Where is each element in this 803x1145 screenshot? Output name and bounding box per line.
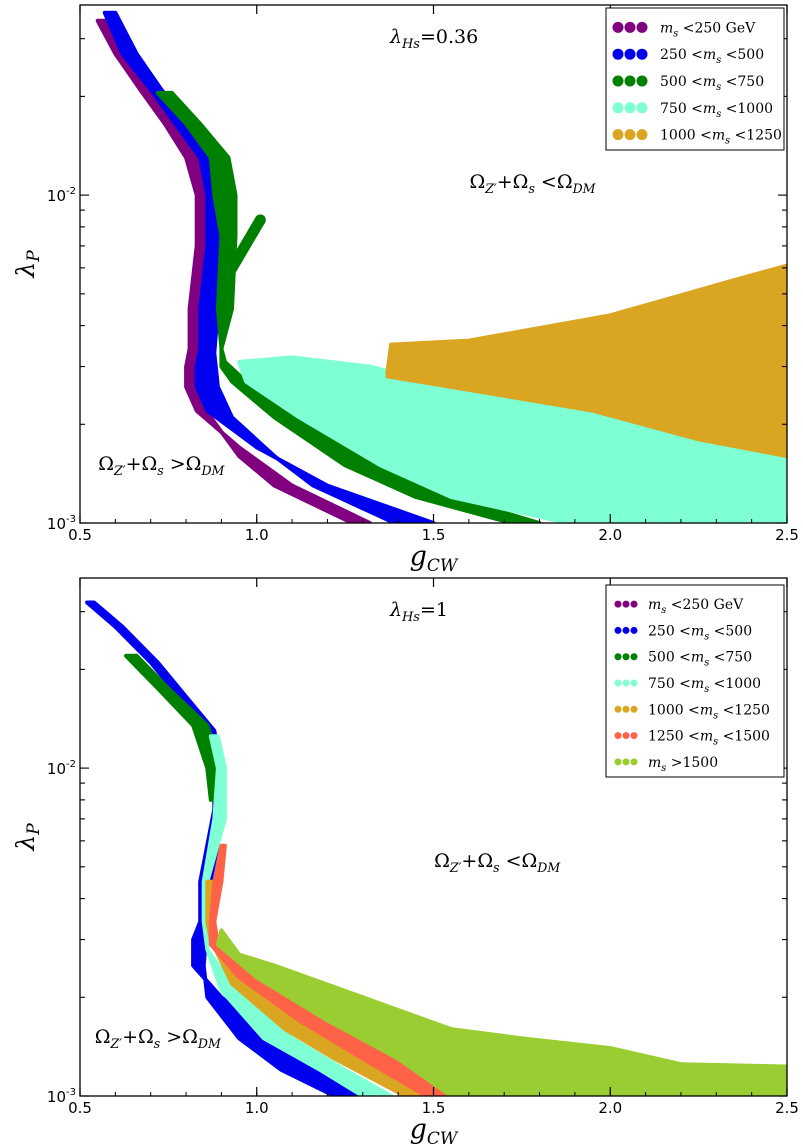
panel1-legend-marker [612, 75, 624, 87]
panel1-y-tick-label: 10-3 [47, 514, 76, 533]
panel2-legend-marker [614, 679, 622, 687]
panel2-legend-label: 250 <ms <500 [648, 623, 752, 642]
panel1-annotation-1: ΩZ′+Ωs <ΩDM [469, 171, 596, 196]
panel1-x-tick-label: 0.5 [68, 526, 92, 544]
panel1-legend-label: 250 <ms <500 [660, 47, 764, 66]
panel2-legend-marker [630, 626, 638, 634]
panel2-legend-marker [622, 705, 630, 713]
panel1-legend-marker [636, 102, 648, 114]
panel2-x-axis-label: gCW [410, 1114, 459, 1145]
panel1-legend-marker [624, 102, 636, 114]
panel1-legend-marker [636, 129, 648, 141]
panel2-x-tick-label: 1.5 [422, 1099, 446, 1117]
panel2-x-tick-label: 2.0 [598, 1099, 622, 1117]
panel2-legend-marker [630, 600, 638, 608]
panel2-legend-label: 1000 <ms <1250 [648, 702, 770, 721]
panel1-legend-marker [612, 102, 624, 114]
panel2-series-region-3 [124, 653, 224, 802]
panel1-x-tick-label: 2.5 [775, 526, 799, 544]
panel2-legend-marker [614, 626, 622, 634]
panel1-legend-box [605, 7, 785, 151]
panel1-legend-marker [624, 129, 636, 141]
panel2-legend-marker [630, 653, 638, 661]
panel2-annotation-2: ΩZ′+Ωs >ΩDM [95, 1026, 222, 1051]
panel2-x-tick-label: 0.5 [68, 1099, 92, 1117]
panel2-series-region-7 [215, 928, 787, 1096]
panel2-legend-marker [630, 679, 638, 687]
panel2-legend-marker [622, 600, 630, 608]
panel2-legend-marker [622, 758, 630, 766]
panel2-legend: ms <250 GeV 250 <ms <500 500 <ms <750 750 <… [605, 584, 785, 778]
panel2-legend-marker [614, 758, 622, 766]
panel2-legend-marker [614, 600, 622, 608]
panel1-legend-marker [624, 21, 636, 33]
panel2-legend-label: 1250 <ms <1500 [648, 729, 770, 748]
panel1-legend-marker [636, 48, 648, 60]
panel2-legend-marker [630, 758, 638, 766]
panel1-x-tick-label: 1.5 [422, 526, 446, 544]
panel1-y-tick-label: 10-2 [47, 186, 76, 205]
panel1-legend-marker [636, 21, 648, 33]
panel1-title: λHs=0.36 [389, 26, 478, 52]
panel1-legend-marker [636, 75, 648, 87]
panel1-legend-marker [624, 75, 636, 87]
panel1-series-region-5 [385, 263, 787, 459]
panel2-series-region-6 [208, 843, 461, 1096]
panel2-y-tick-label: 10-3 [47, 1087, 76, 1106]
panel2-legend-marker [622, 653, 630, 661]
panel1-branch-1 [219, 214, 266, 286]
panel1-regions [95, 10, 787, 523]
panel1-legend-label: 1000 <ms <1250 [660, 128, 782, 147]
panel2-legend-marker [614, 732, 622, 740]
panel1-legend-marker [612, 21, 624, 33]
panel2-legend-marker [622, 626, 630, 634]
panel1-x-tick-label: 1.0 [245, 526, 269, 544]
panel2-legend-label: ms >1500 [648, 755, 718, 774]
panel1-series-region-4 [237, 355, 787, 523]
panel1-x-tick-label: 2.0 [598, 526, 622, 544]
panel2-title: λHs=1 [389, 599, 448, 625]
panel1-annotation-2: ΩZ′+Ωs >ΩDM [98, 453, 225, 478]
panel1-series-region-3 [155, 90, 542, 523]
panel1-legend-label: ms <250 GeV [660, 20, 756, 39]
panel2-y-tick-label: 10-2 [47, 759, 76, 778]
panel2-legend-marker [614, 653, 622, 661]
panel2-legend-marker [614, 705, 622, 713]
panel1: 0.5 1.0 1.5 2.0 2.5 10-3 10-2 gCW λP λHs=0.36 ΩZ′+… [11, 4, 799, 576]
panel2-legend-marker [630, 705, 638, 713]
panel1-legend-marker [624, 48, 636, 60]
panel2-x-tick-label: 1.0 [245, 1099, 269, 1117]
panel1-legend-marker [612, 129, 624, 141]
panel1-legend-label: 750 <ms <1000 [660, 101, 773, 120]
panel2-legend-marker [622, 679, 630, 687]
panel1-legend: ms <250 GeV 250 <ms <500 500 <ms <750 750 <… [605, 7, 785, 151]
panel2-y-axis-label: λP [11, 823, 44, 852]
panel1-y-axis-label: λP [11, 250, 44, 279]
panel2-annotation-1: ΩZ′+Ωs <ΩDM [434, 850, 561, 875]
panel2-legend-marker [630, 732, 638, 740]
panel2: 0.5 1.0 1.5 2.0 2.5 10-3 10-2 gCW λP λHs=1 ΩZ′+Ωs … [11, 577, 799, 1145]
panel2-regions [85, 600, 787, 1096]
panel2-legend-label: 750 <ms <1000 [648, 676, 761, 695]
panel1-legend-label: 500 <ms <750 [660, 74, 764, 93]
panel2-legend-marker [622, 732, 630, 740]
panel1-x-axis-label: gCW [410, 541, 459, 576]
panel2-x-tick-label: 2.5 [775, 1099, 799, 1117]
panel2-legend-label: ms <250 GeV [648, 597, 744, 616]
panel2-legend-label: 500 <ms <750 [648, 650, 752, 669]
panel1-legend-marker [612, 48, 624, 60]
